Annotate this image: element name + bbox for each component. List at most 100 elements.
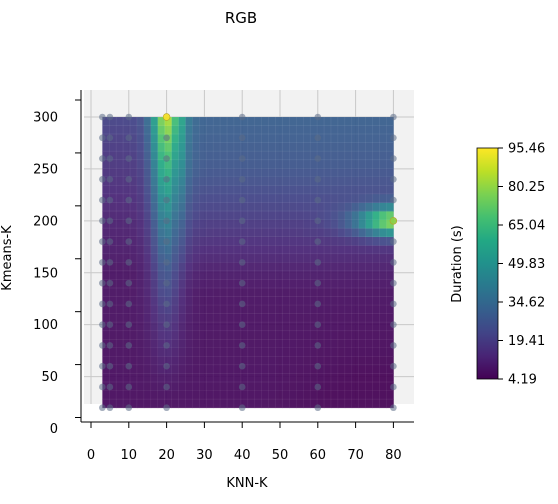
surface-cell (303, 382, 311, 391)
surface-cell (365, 356, 373, 366)
surface-cell (157, 339, 166, 349)
surface-cell (379, 159, 387, 169)
surface-cell (109, 159, 117, 169)
surface-cell (150, 382, 159, 391)
surface-cell (143, 117, 152, 126)
surface-cell (310, 185, 318, 195)
surface-cell (150, 262, 159, 272)
surface-cell (254, 390, 263, 400)
surface-cell (261, 382, 270, 391)
surface-cell (275, 236, 283, 246)
surface-cell (379, 322, 387, 332)
surface-cell (282, 125, 290, 135)
surface-cell (157, 168, 166, 178)
surface-cell (317, 339, 325, 349)
surface-cell (157, 305, 166, 315)
surface-cell (247, 219, 256, 229)
surface-cell (268, 219, 276, 229)
surface-cell (227, 390, 235, 400)
surface-cell (268, 305, 276, 315)
surface-cell (331, 356, 339, 366)
sample-point (238, 362, 246, 370)
surface-cell (206, 185, 214, 195)
surface-cell (261, 305, 270, 315)
surface-cell (213, 382, 221, 391)
surface-cell (386, 296, 394, 306)
surface-cell (303, 279, 311, 289)
sample-point (314, 342, 322, 349)
surface-cell (337, 373, 346, 383)
surface-cell (379, 339, 387, 349)
surface-cell (143, 270, 152, 280)
surface-cell (102, 159, 110, 169)
surface-cell (192, 211, 200, 220)
surface-cell (234, 313, 242, 323)
surface-cell (109, 270, 117, 280)
surface-cell (372, 117, 380, 126)
surface-cell (123, 270, 131, 280)
surface-cell (317, 193, 325, 203)
surface-cell (296, 347, 304, 357)
surface-cell (351, 305, 360, 315)
colorbar-tick-label: 4.19 (508, 373, 537, 388)
surface-cell (372, 202, 380, 212)
surface-cell (247, 373, 256, 383)
surface-cell (116, 159, 124, 169)
surface-cell (310, 270, 318, 280)
sample-point (99, 176, 106, 183)
sample-point (125, 279, 133, 287)
sample-point (238, 259, 246, 266)
surface-cell (123, 364, 131, 374)
surface-cell (254, 193, 263, 203)
surface-cell (116, 253, 124, 263)
surface-cell (213, 142, 221, 152)
surface-cell (358, 339, 367, 349)
surface-cell (282, 322, 290, 332)
surface-cell (185, 262, 193, 272)
surface-cell (206, 382, 214, 391)
surface-cell (102, 245, 110, 255)
surface-cell (351, 253, 360, 263)
surface-cell (282, 339, 290, 349)
surface-cell (289, 322, 297, 332)
surface-cell (331, 288, 339, 297)
surface-cell (282, 305, 290, 315)
sample-point (390, 155, 397, 162)
surface-cell (303, 270, 311, 280)
surface-cell (136, 330, 145, 340)
surface-cell (247, 330, 256, 340)
surface-cell (303, 159, 311, 169)
surface-cell (164, 356, 172, 366)
surface-cell (136, 270, 145, 280)
surface-cell (206, 253, 214, 263)
surface-cell (372, 228, 380, 238)
surface-cell (185, 288, 193, 297)
sample-point (125, 342, 133, 349)
surface-cell (150, 330, 159, 340)
surface-cell (261, 176, 270, 186)
surface-cell (351, 390, 360, 400)
surface-cell (296, 117, 304, 126)
surface-cell (171, 364, 179, 374)
y-tick-label: 150 (33, 266, 58, 281)
surface-cell (351, 185, 360, 195)
surface-cell (331, 245, 339, 255)
surface-cell (379, 211, 387, 220)
surface-cell (143, 211, 152, 220)
surface-cell (185, 322, 193, 332)
surface-cell (303, 330, 311, 340)
surface-cell (351, 176, 360, 186)
surface-cell (344, 279, 353, 289)
surface-cell (178, 262, 186, 272)
colorbar-label: Duration (s) (450, 225, 465, 303)
surface-cell (136, 373, 145, 383)
surface-cell (254, 202, 263, 212)
surface-cell (358, 202, 367, 212)
surface-cell (234, 211, 242, 220)
sample-point (163, 404, 170, 412)
surface-cell (372, 159, 380, 169)
surface-cell (192, 176, 200, 186)
surface-cell (199, 125, 207, 135)
surface-cell (136, 279, 145, 289)
surface-cell (372, 305, 380, 315)
